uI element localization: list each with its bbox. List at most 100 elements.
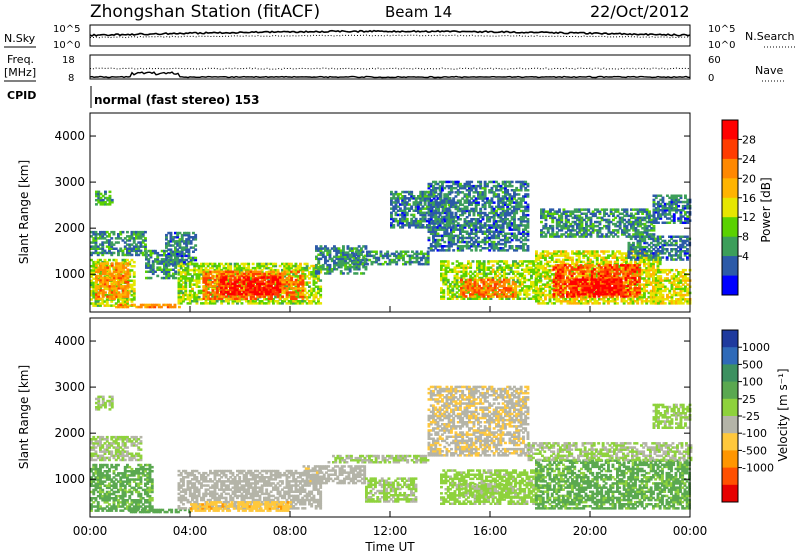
- heatmap-cell: [301, 287, 305, 290]
- heatmap-cell: [115, 280, 119, 284]
- heatmap-cell: [113, 287, 116, 290]
- heatmap-cell: [437, 209, 441, 212]
- heatmap-cell: [363, 254, 367, 258]
- heatmap-cell: [197, 281, 201, 284]
- heatmap-cell: [124, 274, 128, 278]
- heatmap-cell: [301, 293, 305, 296]
- heatmap-cell: [481, 193, 485, 196]
- heatmap-cell: [450, 234, 453, 238]
- heatmap-cell: [438, 245, 442, 248]
- heatmap-cell: [427, 218, 431, 221]
- heatmap-cell: [544, 271, 547, 274]
- heatmap-cell: [526, 224, 530, 227]
- heatmap-cell: [379, 262, 383, 266]
- heatmap-cell: [468, 245, 471, 248]
- heatmap-cell: [478, 291, 481, 294]
- heatmap-cell: [352, 256, 356, 260]
- heatmap-cell: [482, 264, 486, 267]
- heatmap-cell: [186, 298, 190, 301]
- heatmap-cell: [460, 291, 463, 294]
- heatmap-cell: [447, 220, 451, 223]
- heatmap-cell: [481, 247, 485, 250]
- heatmap-cell: [326, 270, 330, 273]
- heatmap-cell: [177, 300, 181, 303]
- heatmap-cell: [510, 222, 514, 225]
- heatmap-cell: [541, 264, 545, 268]
- heatmap-cell: [172, 264, 175, 267]
- heatmap-cell: [119, 287, 123, 290]
- heatmap-cell: [97, 274, 101, 278]
- heatmap-cell: [357, 254, 360, 258]
- heatmap-cell: [432, 232, 435, 235]
- heatmap-cell: [390, 260, 394, 264]
- heatmap-cell: [539, 266, 543, 270]
- heatmap-cell: [489, 270, 493, 273]
- heatmap-cell: [432, 191, 435, 194]
- heatmap-cell: [218, 268, 221, 272]
- heatmap-cell: [294, 272, 298, 276]
- heatmap-cell: [314, 277, 318, 280]
- heatmap-cell: [169, 231, 173, 235]
- heatmap-cell: [225, 280, 228, 284]
- heatmap-cell: [156, 258, 160, 261]
- heatmap-cell: [314, 275, 318, 278]
- heatmap-cell: [270, 297, 273, 300]
- heatmap-cell: [172, 274, 175, 278]
- heatmap-cell: [412, 203, 416, 206]
- heatmap-cell: [213, 275, 217, 278]
- heatmap-cell: [130, 285, 134, 289]
- heatmap-cell: [470, 230, 474, 233]
- heatmap-cell: [434, 238, 438, 242]
- heatmap-cell: [328, 270, 332, 273]
- heatmap-cell: [459, 228, 462, 231]
- heatmap-cell: [278, 264, 282, 268]
- heatmap-cell: [353, 272, 357, 275]
- heatmap-cell: [110, 278, 114, 282]
- heatmap-cell: [177, 283, 181, 286]
- heatmap-cell: [225, 272, 228, 276]
- heatmap-cell: [537, 268, 541, 272]
- heatmap-cell: [517, 205, 521, 209]
- heatmap-cell: [310, 302, 314, 305]
- heatmap-cell: [258, 280, 262, 283]
- heatmap-cell: [535, 281, 538, 284]
- heatmap-cell: [348, 247, 352, 250]
- heatmap-cell: [236, 287, 240, 290]
- heatmap-cell: [297, 280, 300, 284]
- heatmap-cell: [169, 251, 173, 255]
- heatmap-cell: [496, 293, 500, 296]
- heatmap-cell: [412, 195, 416, 198]
- heatmap-cell: [117, 274, 121, 278]
- heatmap-cell: [178, 250, 182, 253]
- heatmap-cell: [393, 252, 396, 256]
- heatmap-cell: [481, 205, 485, 209]
- heatmap-cell: [209, 276, 213, 280]
- heatmap-cell: [357, 245, 361, 248]
- heatmap-cell: [501, 195, 505, 198]
- heatmap-cell: [122, 276, 125, 280]
- heatmap-cell: [213, 278, 217, 282]
- heatmap-cell: [450, 230, 453, 233]
- heatmap-cell: [317, 285, 320, 288]
- heatmap-cell: [267, 272, 271, 276]
- heatmap-cell: [147, 276, 151, 280]
- heatmap-cell: [263, 298, 266, 301]
- heatmap-cell: [490, 247, 494, 250]
- heatmap-cell: [178, 260, 182, 264]
- heatmap-cell: [368, 258, 372, 262]
- heatmap-cell: [509, 295, 513, 298]
- heatmap-cell: [128, 285, 132, 289]
- heatmap-cell: [167, 258, 171, 262]
- heatmap-cell: [505, 272, 509, 276]
- heatmap-cell: [483, 182, 487, 186]
- heatmap-cell: [163, 254, 166, 257]
- heatmap-cell: [290, 264, 293, 268]
- heatmap-cell: [483, 203, 487, 206]
- heatmap-cell: [177, 289, 181, 293]
- heatmap-cell: [526, 249, 530, 252]
- heatmap-cell: [477, 230, 480, 233]
- heatmap-cell: [415, 250, 419, 253]
- heatmap-cell: [174, 248, 177, 251]
- heatmap-cell: [106, 198, 110, 202]
- heatmap-cell: [375, 260, 378, 264]
